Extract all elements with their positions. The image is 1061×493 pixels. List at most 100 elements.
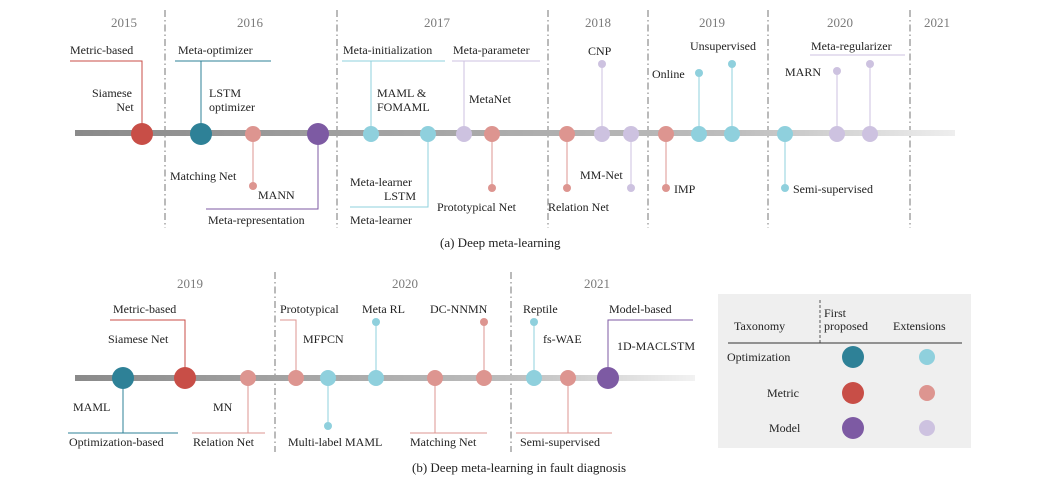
dot-relation-net [563,184,571,192]
method-mm-net: MM-Net [580,168,623,182]
node-relation-net [559,126,575,142]
legend-row-metric: Metric [767,386,799,400]
category-meta-optimizer: Meta-optimizer [178,43,253,57]
node-mm-net [623,126,639,142]
stem-semi-supervised [516,378,612,434]
node-cnp [594,126,610,142]
panel-a-caption: (a) Deep meta-learning [440,235,561,250]
category-meta-learner-lower: Meta-learner [350,213,412,227]
legend-swatch-model-extension [919,420,935,436]
panel-a-timeline-axis [75,130,955,136]
panel-a: 2015 2016 2017 2018 2019 2020 2021 [70,10,955,250]
node-meta-rl [368,370,384,386]
method-maml: MAML [73,400,110,414]
dot-marn [833,67,841,75]
legend-header-first-line1: First [824,306,847,320]
node-meta-learner-lstm [420,126,436,142]
legend-header-extensions: Extensions [893,319,946,333]
method-dc-nnmn: DC-NNMN [430,302,488,316]
year-label: 2017 [424,15,451,30]
legend-swatch-metric-extension [919,385,935,401]
category-semi-supervised: Semi-supervised [520,435,600,449]
category-prototypical: Prototypical [280,302,339,316]
method-lstm-optimizer-line1: LSTM [209,86,241,100]
year-label: 2019 [177,276,203,291]
category-optimization-based: Optimization-based [69,435,164,449]
category-relation-net: Relation Net [193,435,255,449]
method-cnp: CNP [588,44,612,58]
method-meta-learner-lstm: LSTM [384,189,416,203]
node-reptile [526,370,542,386]
method-matching-net: Matching Net [170,169,237,183]
node-mann [307,123,329,145]
node-semi-supervised [777,126,793,142]
method-siamese-net-line1: Siamese [92,86,132,100]
year-label: 2016 [237,15,264,30]
category-meta-representation: Meta-representation [208,213,305,227]
node-lstm-optimizer [190,123,212,145]
stem-prototypical [280,319,297,378]
method-relation-net: Relation Net [548,200,610,214]
method-metanet: MetaNet [469,92,512,106]
year-label: 2021 [584,276,610,291]
year-label: 2018 [585,15,611,30]
dot-meta-rl [372,318,380,326]
node-marn [829,126,845,142]
category-meta-regularizer: Meta-regularizer [811,39,892,53]
dot-semi-supervised [781,184,789,192]
year-label: 2021 [924,15,950,30]
node-meta-regularizer [862,126,878,142]
method-fs-wae: fs-WAE [543,332,582,346]
node-1d-maclstm [597,367,619,389]
node-siamese-net [174,367,196,389]
dot-meta-regularizer [866,60,874,68]
dot-unsupervised [728,60,736,68]
node-matching-net [245,126,261,142]
method-reptile: Reptile [523,302,558,316]
legend-header-taxonomy: Taxonomy [734,319,785,333]
legend-swatch-model-first [842,417,864,439]
category-meta-initialization: Meta-initialization [343,43,432,57]
category-matching-net: Matching Net [410,435,477,449]
method-meta-rl: Meta RL [362,302,405,316]
stem-relation-net [192,378,265,434]
method-mfpcn: MFPCN [303,332,344,346]
method-siamese-net: Siamese Net [108,332,169,346]
node-fs-wae [560,370,576,386]
category-meta-parameter: Meta-parameter [453,43,530,57]
stem-matching-net [410,378,487,434]
method-multi-label-maml: Multi-label MAML [288,435,382,449]
panel-b-year-separators [274,272,512,452]
legend-row-model: Model [769,421,801,435]
legend-row-optimization: Optimization [727,350,790,364]
method-online: Online [652,67,685,81]
node-maml [112,367,134,389]
legend-swatch-optimization-first [842,346,864,368]
stem-metric-based [70,60,143,134]
node-matching-net [427,370,443,386]
method-prototypical-net: Prototypical Net [437,200,517,214]
dot-cnp [598,60,606,68]
category-model-based: Model-based [609,302,672,316]
method-maml-fomaml-line1: MAML & [377,86,427,100]
node-online [691,126,707,142]
year-label: 2015 [111,15,137,30]
method-mn: MN [213,400,233,414]
method-lstm-optimizer-line2: optimizer [209,100,255,114]
dot-imp [662,184,670,192]
panel-b: 2019 2020 2021 [68,272,695,475]
method-mann: MANN [258,188,295,202]
category-metric-based: Metric-based [113,302,176,316]
dot-dc-nnmn [480,318,488,326]
method-semi-supervised: Semi-supervised [793,182,873,196]
node-maml-fomaml [363,126,379,142]
method-siamese-net-line2: Net [116,100,134,114]
dot-matching-net [249,182,257,190]
panel-b-caption: (b) Deep meta-learning in fault diagnosi… [412,460,626,475]
dot-reptile [530,318,538,326]
node-imp [658,126,674,142]
node-dc-nnmn [476,370,492,386]
stem-metric-based [110,319,186,378]
